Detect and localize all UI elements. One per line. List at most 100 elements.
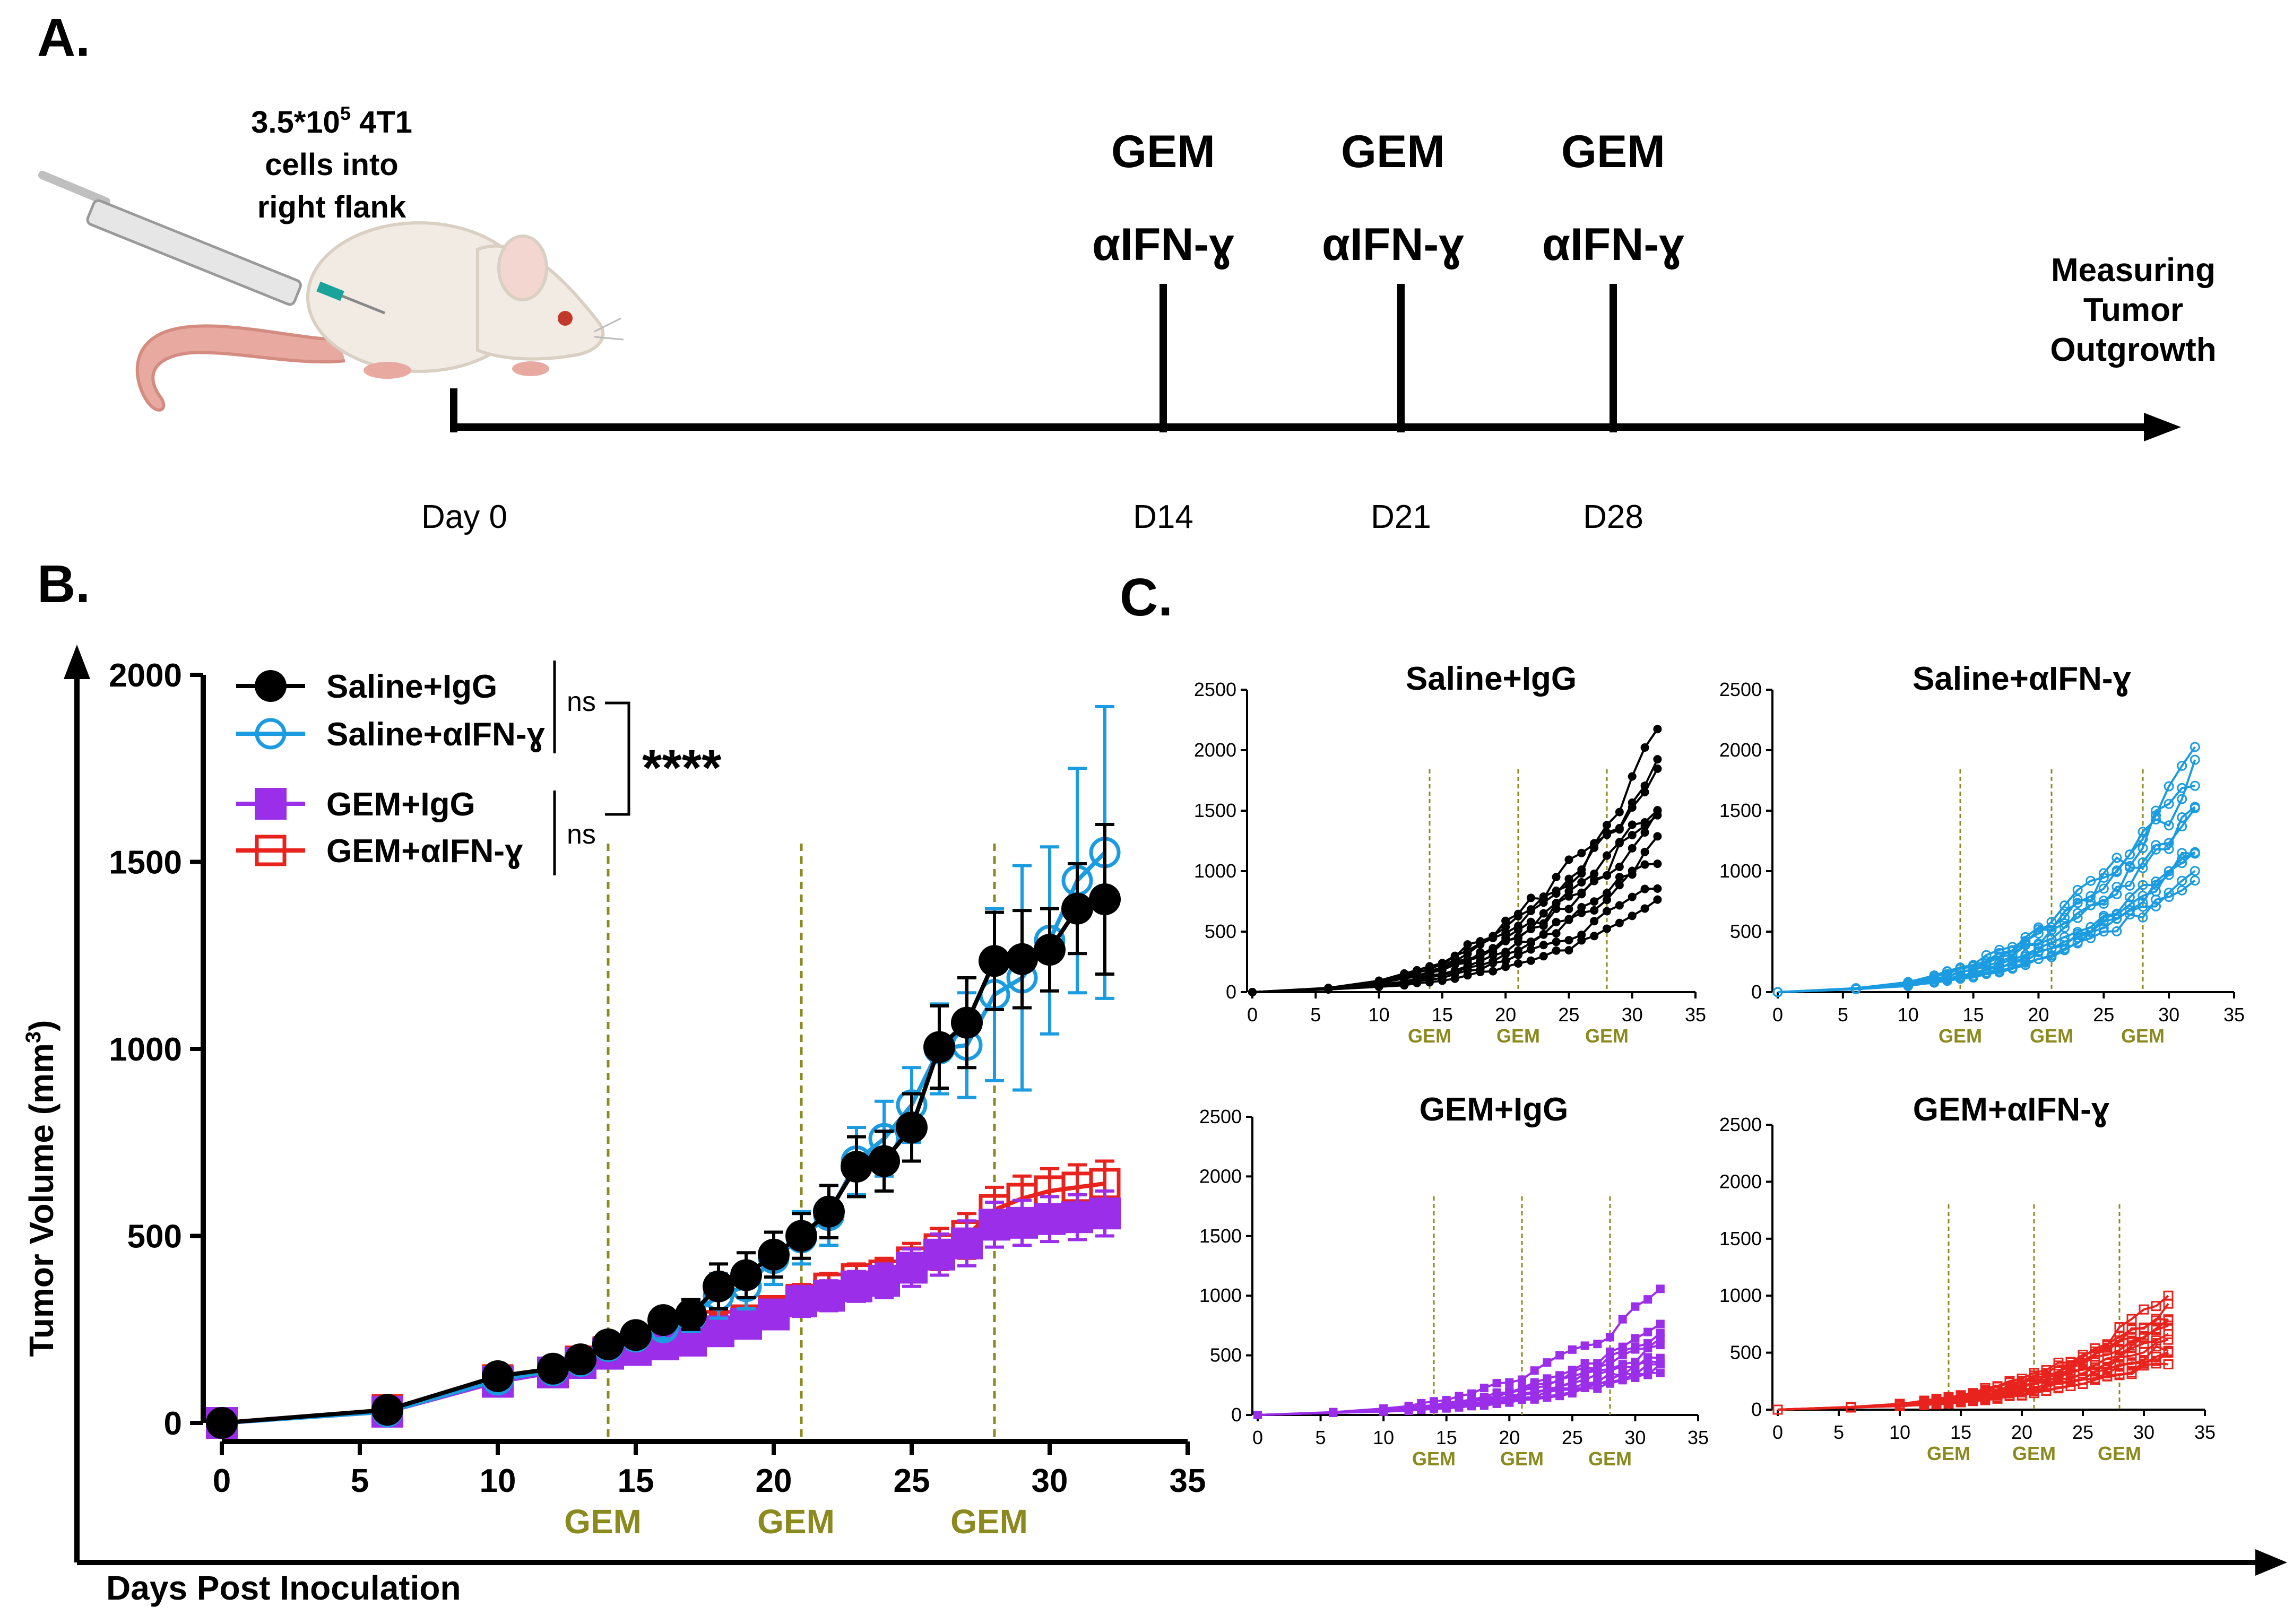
mouse-point — [2151, 1301, 2161, 1312]
mouse-point — [1631, 1342, 1640, 1351]
mouse-point — [2151, 876, 2161, 887]
treatment-d28: GEM αIFN-ɣ D28 — [1542, 126, 1684, 535]
small-chart-title: Saline+αIFN-ɣ — [1913, 661, 2131, 697]
data-point — [1061, 892, 1093, 925]
mouse-point — [1955, 1397, 1966, 1408]
mouse-point — [1568, 1389, 1577, 1398]
mouse-point — [1555, 1392, 1564, 1401]
data-point — [841, 1270, 872, 1302]
mouse-point — [1643, 1327, 1652, 1336]
data-point — [206, 1407, 238, 1439]
mouse-point — [1640, 847, 1649, 856]
x-tick-label: 5 — [1838, 1004, 1848, 1026]
mouse-point — [1489, 967, 1498, 976]
y-tick-label: 500 — [127, 1219, 182, 1255]
data-point — [1061, 1201, 1093, 1234]
y-tick-label: 1500 — [1194, 800, 1236, 821]
mouse-point — [1603, 889, 1611, 898]
mouse-point — [1656, 1369, 1665, 1378]
x-tick-label: 20 — [2011, 1421, 2032, 1443]
treatment-d14: GEM αIFN-ɣ D14 — [1092, 126, 1234, 535]
y-tick-label: 2500 — [1719, 1114, 1762, 1135]
y-tick-label: 2000 — [1194, 739, 1236, 761]
y-axis-title: Tumor Volume (mm3) — [22, 1020, 60, 1357]
syringe-plunger — [38, 171, 110, 206]
mouse-point — [2060, 922, 2070, 933]
mouse-point — [1603, 821, 1611, 830]
panel-label-b: B. — [37, 554, 90, 614]
mouse-point — [1992, 1393, 2003, 1404]
mouse-point — [2090, 1374, 2100, 1385]
y-tick-label: 1000 — [1719, 1284, 1762, 1306]
mouse-point — [1656, 1341, 1665, 1350]
schematic-panel: 3.5*105 4T1 cells into right flank Day 0… — [38, 102, 2217, 535]
mouse-point — [1577, 936, 1586, 945]
mouse-point — [2112, 853, 2122, 863]
mouse-point — [1555, 1377, 1564, 1386]
mouse-point — [1489, 945, 1498, 954]
mouse-point — [2112, 865, 2122, 876]
mouse-point — [1492, 1400, 1501, 1409]
mouse-point — [1643, 1360, 1652, 1369]
mouse-point — [1590, 843, 1599, 852]
mouse-point — [2138, 843, 2148, 853]
mouse-point — [2007, 945, 2018, 956]
treatment-drug-d21: GEM — [1341, 126, 1445, 177]
mouse-point — [2114, 1369, 2125, 1379]
mouse-point — [1555, 1351, 1564, 1360]
timeline-day-d21: D21 — [1371, 499, 1431, 535]
mouse-point — [1442, 1399, 1451, 1408]
mouse-point — [1501, 933, 1510, 942]
mouse-point — [2102, 1370, 2113, 1381]
mouse-point — [1514, 959, 1522, 968]
mouse-point — [1628, 866, 1637, 875]
mouse-point — [1463, 956, 1472, 965]
mouse-point — [1643, 1339, 1652, 1348]
treatment-drug-d14: GEM — [1111, 126, 1215, 177]
mouse-point — [1994, 948, 2005, 958]
mouse-point — [2046, 925, 2057, 935]
mouse-point — [1580, 1383, 1589, 1392]
mouse-point — [1430, 1401, 1438, 1410]
x-tick-label: 10 — [480, 1463, 516, 1499]
mouse-point — [2190, 866, 2200, 876]
mouse-point — [2124, 892, 2135, 902]
mouse-point — [1615, 862, 1624, 871]
mouse-point — [2041, 1385, 2052, 1396]
mouse-point — [1552, 917, 1561, 926]
x-tick-label: 5 — [351, 1463, 369, 1499]
mouse-point — [1943, 1398, 1954, 1409]
mouse-front-foot — [512, 361, 549, 376]
mouse-whisker — [594, 336, 624, 341]
data-point — [923, 1031, 955, 1063]
x-tick-label: 35 — [1688, 1427, 1709, 1448]
legend-label: GEM+αIFN-ɣ — [326, 833, 523, 870]
mouse-point — [2078, 1379, 2088, 1389]
x-tick-label: 35 — [1685, 1004, 1706, 1026]
mouse-point — [1564, 881, 1573, 890]
mouse-point — [1479, 1394, 1489, 1403]
mouse-point — [1543, 1393, 1552, 1402]
x-tick-label: 15 — [1950, 1421, 1971, 1443]
mouse-point — [1968, 1396, 1978, 1406]
mouse-point — [1564, 892, 1573, 901]
mouse-point — [2072, 908, 2083, 918]
timeline-day-d14: D14 — [1133, 499, 1193, 535]
mouse-point — [1530, 1366, 1539, 1375]
data-point — [923, 1238, 955, 1271]
x-tick-label: 5 — [1316, 1427, 1326, 1448]
mouse-curve — [1777, 806, 2196, 993]
mouse-point — [1543, 1379, 1552, 1388]
mouse-point — [1568, 1345, 1577, 1354]
outer-x-arrow — [2255, 1549, 2287, 1576]
mouse-point — [1615, 839, 1624, 848]
mouse-curve — [1777, 1362, 2169, 1411]
mouse-point — [1628, 831, 1637, 840]
legend-marker — [255, 670, 287, 702]
data-point — [1089, 1197, 1121, 1230]
mouse-point — [2138, 890, 2148, 901]
x-tick-label: 20 — [2028, 1004, 2049, 1026]
mouse-point — [1552, 872, 1561, 881]
mouse-point — [2151, 844, 2161, 855]
mouse-point — [2098, 923, 2109, 933]
